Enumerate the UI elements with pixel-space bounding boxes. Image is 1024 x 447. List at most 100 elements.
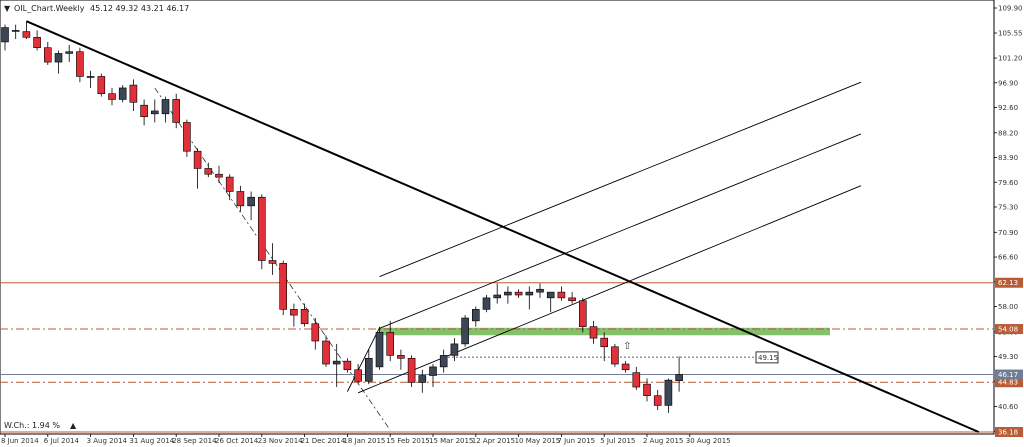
candle-body bbox=[354, 369, 362, 382]
drawn-lines bbox=[26, 20, 980, 433]
header-dropdown-icon[interactable]: ▼ bbox=[4, 4, 11, 13]
candle-body bbox=[578, 300, 587, 327]
candle-body bbox=[193, 150, 202, 169]
candle-body bbox=[675, 374, 683, 381]
candle-body bbox=[311, 323, 320, 342]
x-tick-label: 28 Sep 2014 bbox=[172, 437, 217, 445]
header-ohlc: 45.12 49.32 43.21 46.17 bbox=[90, 4, 189, 13]
channel-handle-line bbox=[346, 327, 380, 392]
dashdot-trend-line bbox=[154, 87, 391, 431]
price-tag-box bbox=[755, 351, 779, 364]
candle-body bbox=[546, 291, 555, 299]
candle-body bbox=[332, 360, 341, 365]
y-tick-label: 92.60 bbox=[998, 104, 1018, 112]
candle-body bbox=[364, 357, 373, 382]
x-tick-label: 7 Jun 2015 bbox=[557, 437, 595, 445]
level-tag-label: 62.13 bbox=[998, 279, 1018, 287]
level-tag-44.83 bbox=[995, 377, 1023, 388]
x-tick-label: 6 Jul 2014 bbox=[44, 437, 80, 445]
candle-body bbox=[151, 110, 159, 115]
level-tag-label: 36.18 bbox=[998, 429, 1018, 437]
x-tick-label: 3 Aug 2014 bbox=[87, 437, 128, 445]
x-tick-label: 21 Dec 2014 bbox=[301, 437, 346, 445]
candle-body bbox=[407, 357, 416, 383]
candle-body bbox=[140, 104, 148, 118]
y-tick-label: 83.90 bbox=[998, 154, 1018, 162]
candle-body bbox=[183, 122, 191, 152]
up-arrow-icon: ▲ bbox=[70, 421, 77, 430]
x-tick-label: 23 Nov 2014 bbox=[258, 437, 303, 445]
candle-body bbox=[76, 51, 84, 77]
x-tick-label: 26 Oct 2014 bbox=[215, 437, 259, 445]
candle-body bbox=[653, 395, 662, 406]
candle-body bbox=[493, 294, 502, 299]
candle-body bbox=[65, 51, 73, 54]
candle-body bbox=[482, 297, 491, 310]
candle-body bbox=[43, 47, 52, 63]
candle-body bbox=[643, 383, 651, 396]
candle-body bbox=[557, 291, 566, 299]
y-tick-label: 88.20 bbox=[998, 129, 1018, 137]
candle-body bbox=[536, 288, 544, 293]
level-tag-46.17 bbox=[995, 369, 1023, 380]
x-tick-label: 12 Apr 2015 bbox=[472, 437, 515, 445]
y-tick-label: 40.60 bbox=[998, 403, 1018, 411]
channel-median-line bbox=[379, 133, 862, 329]
candle-body bbox=[129, 84, 138, 103]
level-tag-label: 46.17 bbox=[998, 371, 1018, 379]
chart-header: ▼ OIL_Chart.Weekly 45.12 49.32 43.21 46.… bbox=[4, 4, 189, 13]
candle-body bbox=[461, 317, 469, 345]
candle-body bbox=[161, 99, 170, 115]
y-tick-label: 70.90 bbox=[998, 229, 1018, 237]
candle-body bbox=[86, 76, 95, 78]
candle-body bbox=[215, 173, 223, 178]
candle-body bbox=[279, 263, 288, 310]
candle-body bbox=[108, 93, 116, 100]
candle-body bbox=[225, 176, 234, 192]
y-tick-label: 101.20 bbox=[998, 55, 1023, 63]
candle-body bbox=[118, 87, 127, 100]
candle-body bbox=[257, 196, 266, 261]
candles bbox=[1, 21, 683, 413]
candle-body bbox=[247, 196, 255, 207]
x-tick-label: 15 Feb 2015 bbox=[386, 437, 430, 445]
x-tick-label: 18 Jan 2015 bbox=[343, 437, 385, 445]
candle-body bbox=[268, 260, 277, 264]
y-tick-label: 66.60 bbox=[998, 254, 1018, 262]
candle-body bbox=[375, 332, 384, 368]
y-tick-label: 75.30 bbox=[998, 204, 1018, 212]
green-support-zone bbox=[379, 327, 830, 336]
candle-body bbox=[450, 343, 459, 356]
candle-body bbox=[172, 99, 180, 123]
candle-body bbox=[439, 355, 448, 368]
level-tag-62.13 bbox=[995, 277, 1023, 288]
candle-body bbox=[664, 379, 673, 406]
y-tick-label: 96.90 bbox=[998, 79, 1018, 87]
candle-body bbox=[300, 309, 309, 325]
candle-body bbox=[97, 76, 106, 94]
candle-body bbox=[621, 363, 630, 371]
level-tag-label: 44.83 bbox=[998, 379, 1018, 387]
x-tick-label: 15 Mar 2015 bbox=[429, 437, 473, 445]
y-tick-label: 79.60 bbox=[998, 179, 1018, 187]
x-tick-label: 30 Aug 2015 bbox=[686, 437, 731, 445]
x-tick-label: 10 May 2015 bbox=[515, 437, 561, 445]
x-tick-label: 8 Jun 2014 bbox=[1, 437, 39, 445]
candle-body bbox=[568, 297, 576, 302]
arrow-up-marker-icon: ⇧ bbox=[623, 341, 631, 352]
channel-upper-line bbox=[379, 81, 862, 278]
candle-body bbox=[514, 291, 523, 296]
time-axis: 8 Jun 2014 6 Jul 2014 3 Aug 2014 31 Aug 201… bbox=[1, 434, 731, 445]
candle-body bbox=[386, 332, 395, 356]
candle-body bbox=[204, 168, 213, 175]
y-tick-label: 49.30 bbox=[998, 353, 1018, 361]
candle-body bbox=[397, 355, 405, 359]
price-axis: 109.90 105.55 101.20 96.90 92.60 88.20 83.90 79… bbox=[755, 5, 1023, 437]
level-tag-54.08 bbox=[995, 324, 1023, 335]
candle-body bbox=[504, 291, 512, 296]
candle-body bbox=[611, 346, 619, 365]
level-tag-label: 54.08 bbox=[998, 326, 1018, 334]
candle-body bbox=[33, 37, 41, 48]
